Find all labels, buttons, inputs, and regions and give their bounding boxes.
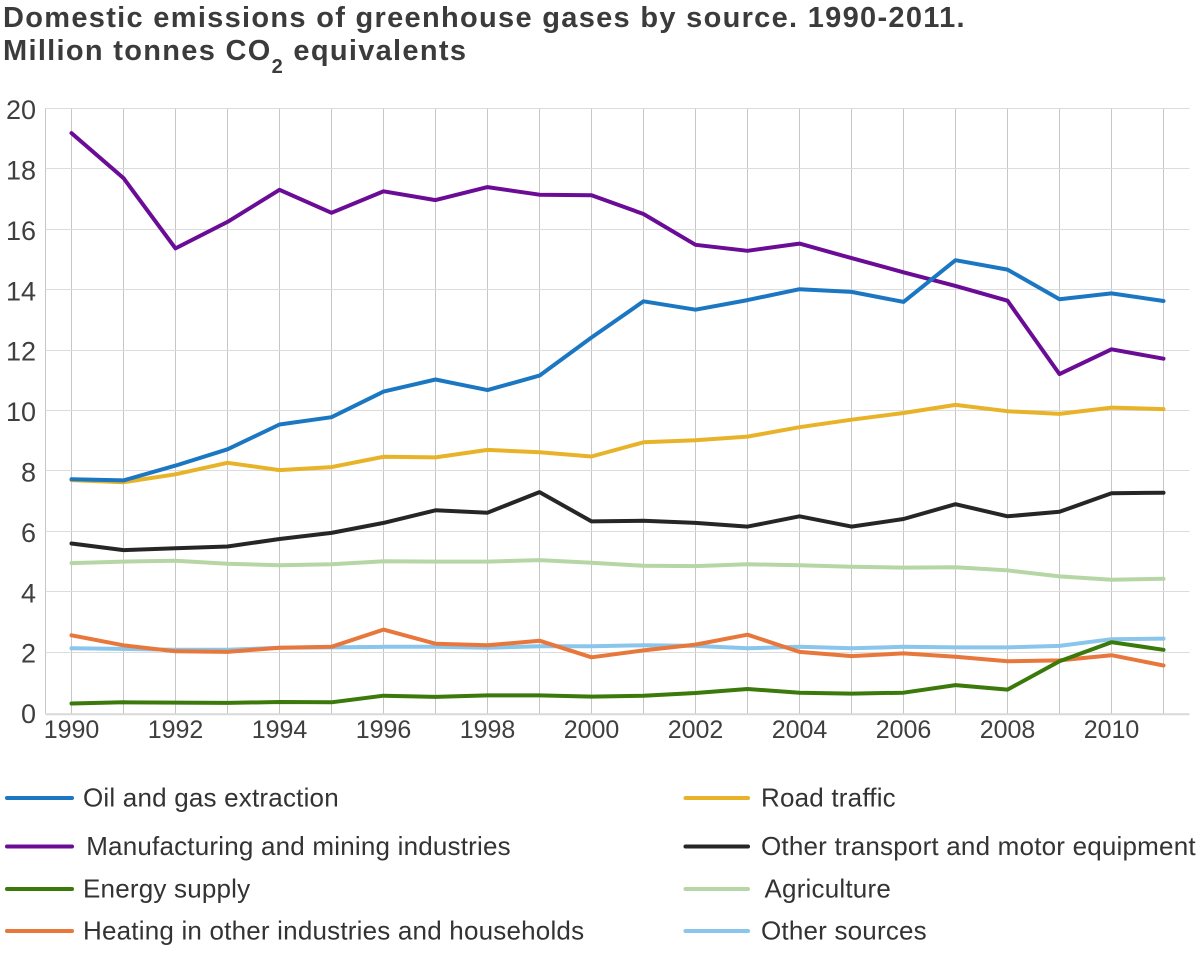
svg-text:10: 10 xyxy=(6,397,36,427)
svg-text:6: 6 xyxy=(21,518,36,548)
svg-text:16: 16 xyxy=(6,216,36,246)
svg-text:2006: 2006 xyxy=(876,716,932,744)
svg-text:Other sources: Other sources xyxy=(761,915,927,945)
svg-text:2008: 2008 xyxy=(980,716,1036,744)
svg-text:2: 2 xyxy=(21,639,36,669)
svg-text:12: 12 xyxy=(6,337,36,367)
svg-text:14: 14 xyxy=(6,276,36,306)
svg-text:Energy supply: Energy supply xyxy=(83,873,250,903)
svg-text:2002: 2002 xyxy=(668,716,724,744)
svg-text:2004: 2004 xyxy=(772,716,828,744)
svg-text:20: 20 xyxy=(6,95,36,125)
svg-text:Manufacturing and mining indus: Manufacturing and mining industries xyxy=(86,831,511,861)
svg-text:1992: 1992 xyxy=(148,716,204,744)
svg-text:Oil and gas extraction: Oil and gas extraction xyxy=(83,782,339,812)
svg-text:Other transport and motor equi: Other transport and motor equipment xyxy=(761,831,1196,861)
svg-text:8: 8 xyxy=(21,458,36,488)
svg-text:1996: 1996 xyxy=(356,716,412,744)
svg-text:Road traffic: Road traffic xyxy=(761,782,896,812)
svg-text:2010: 2010 xyxy=(1084,716,1140,744)
svg-text:Domestic emissions of greenhou: Domestic emissions of greenhouse gases b… xyxy=(3,2,966,34)
svg-text:18: 18 xyxy=(6,156,36,186)
svg-text:0: 0 xyxy=(21,699,36,729)
svg-text:Agriculture: Agriculture xyxy=(765,873,891,903)
svg-text:1990: 1990 xyxy=(44,716,100,744)
svg-text:1994: 1994 xyxy=(252,716,308,744)
svg-text:Heating in other industries an: Heating in other industries and househol… xyxy=(83,915,584,945)
svg-text:4: 4 xyxy=(21,578,36,608)
svg-text:1998: 1998 xyxy=(460,716,516,744)
svg-text:2000: 2000 xyxy=(564,716,620,744)
